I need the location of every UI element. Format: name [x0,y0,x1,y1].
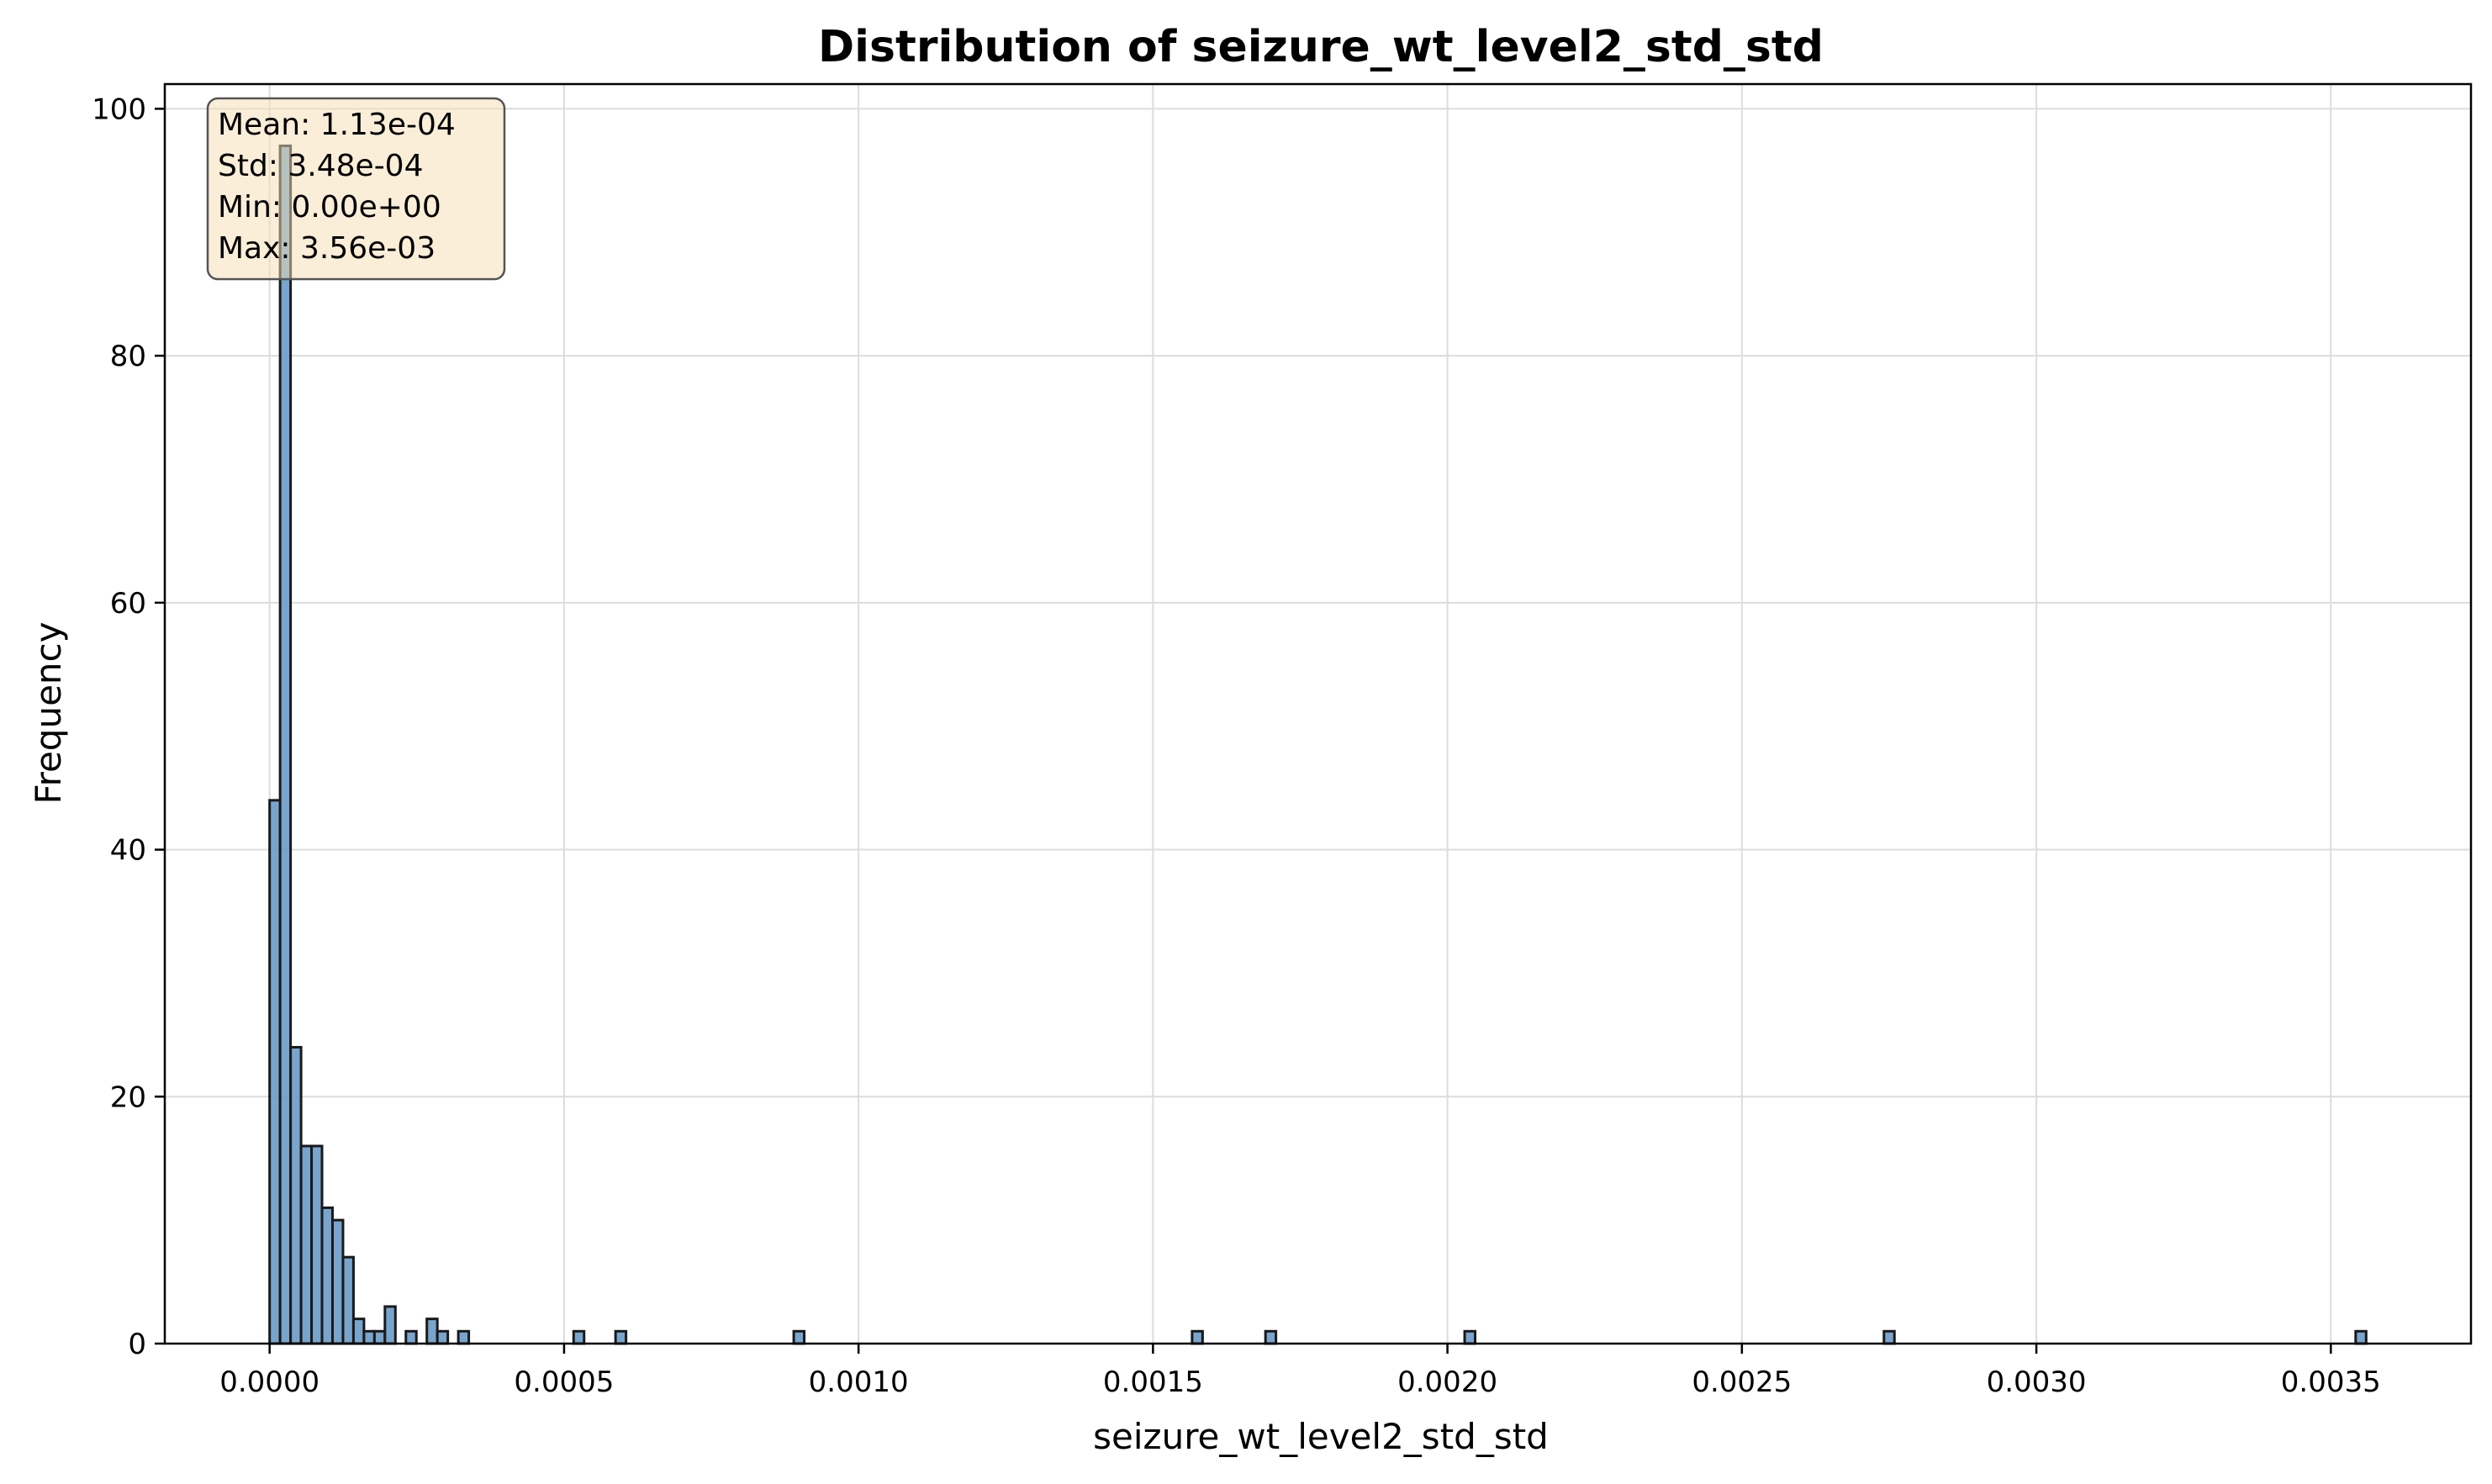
histogram-bar [330,1218,345,1345]
stats-std: Std: 3.48e-04 [218,149,424,183]
x-tick-label: 0.0015 [1103,1365,1203,1399]
stats-box: Mean: 1.13e-04 Std: 3.48e-04 Min: 0.00e+… [206,97,506,281]
histogram-bar [341,1255,355,1345]
histogram-bar [1882,1329,1896,1345]
histogram-bar [1264,1329,1278,1345]
y-tick-label: 0 [128,1328,146,1361]
histogram-bar [614,1329,628,1345]
histogram-bar [436,1329,450,1345]
histogram-bar [362,1329,376,1345]
y-tick-label: 100 [92,92,146,126]
x-tick-label: 0.0030 [1987,1365,2087,1399]
x-axis-label: seizure_wt_level2_std_std [1093,1416,1549,1457]
stats-mean: Mean: 1.13e-04 [218,108,456,142]
x-tick-label: 0.0035 [2281,1365,2381,1399]
stats-box-background [206,97,506,281]
y-axis-ticks: 0 20 40 60 80 100 [92,92,165,1361]
x-tick-label: 0.0025 [1692,1365,1792,1399]
chart-title: Distribution of seizure_wt_level2_std_st… [818,22,1824,72]
x-tick-label: 0.0010 [809,1365,909,1399]
histogram-bar [1463,1329,1477,1345]
histogram-bar [351,1318,366,1345]
histogram-bar [792,1329,806,1345]
y-axis-label: Frequency [28,622,69,805]
y-tick-label: 60 [110,587,146,621]
histogram-bar [425,1318,439,1345]
x-tick-label: 0.0020 [1397,1365,1497,1399]
y-tick-label: 20 [110,1080,146,1114]
stats-max: Max: 3.56e-03 [218,231,436,266]
histogram-bar [289,1046,303,1345]
histogram-bar [383,1305,397,1345]
histogram-bar [457,1329,471,1345]
plot-frame [163,82,2473,1345]
histogram-bar [372,1329,387,1345]
x-tick-label: 0.0005 [514,1365,614,1399]
x-tick-label: 0.0000 [219,1365,319,1399]
histogram-bar [310,1144,324,1345]
y-tick-label: 40 [110,834,146,868]
histogram-bar [278,144,293,1345]
histogram-bar [268,799,282,1345]
histogram-bar [320,1206,334,1345]
histogram-bar [572,1329,586,1345]
y-tick-label: 80 [110,340,146,373]
histogram-bar [2354,1329,2368,1345]
stats-min: Min: 0.00e+00 [218,190,441,224]
x-axis-ticks: 0.0000 0.0005 0.0010 0.0015 0.0020 0.0025 0.00… [219,1344,2381,1399]
histogram-bar [404,1329,418,1345]
histogram-bar [1191,1329,1204,1345]
histogram-bar [299,1144,314,1345]
